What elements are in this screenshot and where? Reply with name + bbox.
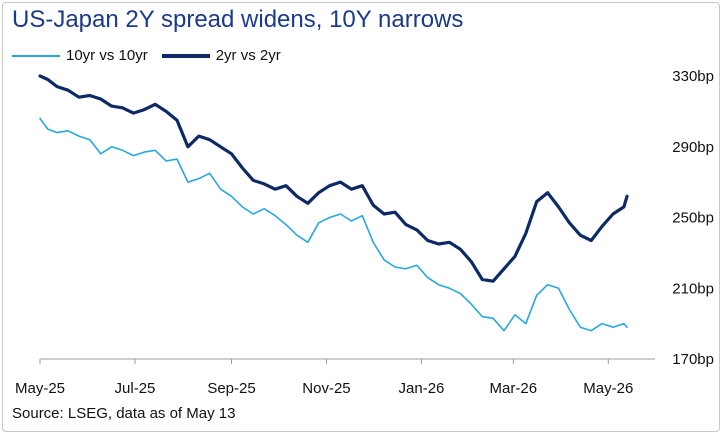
- x-ticks: May-25 Jul-25 Sep-25 Nov-25 Jan-26 Mar-26 May-…: [15, 359, 633, 397]
- legend-swatch-10yr: [12, 54, 60, 57]
- x-tick-label: May-26: [583, 380, 633, 397]
- x-tick-label: Jan-26: [399, 380, 445, 397]
- series-line-10yr: [39, 117, 628, 332]
- y-tick-label: 210bp: [672, 280, 714, 297]
- source-note: Source: LSEG, data as of May 13: [12, 405, 236, 422]
- y-ticks: 330bp 290bp 250bp 210bp 170bp: [672, 68, 714, 368]
- series-line-2yr: [38, 74, 629, 283]
- legend-item-10yr: 10yr vs 10yr: [12, 47, 148, 64]
- x-tick-label: Sep-25: [207, 380, 255, 397]
- x-tick-label: Mar-26: [490, 380, 538, 397]
- y-tick-label: 170bp: [672, 351, 714, 368]
- plot-lines: [38, 74, 629, 332]
- x-tick-label: Jul-25: [115, 380, 156, 397]
- legend-item-2yr: 2yr vs 2yr: [161, 47, 281, 64]
- legend: 10yr vs 10yr 2yr vs 2yr: [12, 47, 295, 64]
- y-tick-label: 290bp: [672, 139, 714, 156]
- legend-swatch-2yr: [161, 53, 210, 58]
- y-tick-label: 330bp: [672, 68, 714, 85]
- chart-title: US-Japan 2Y spread widens, 10Y narrows: [12, 6, 464, 33]
- chart-frame: [2, 2, 720, 432]
- y-tick-label: 250bp: [672, 210, 714, 227]
- x-tick-label: Nov-25: [302, 380, 350, 397]
- x-tick-label: May-25: [15, 380, 65, 397]
- legend-label-10yr: 10yr vs 10yr: [66, 47, 148, 64]
- legend-label-2yr: 2yr vs 2yr: [215, 47, 281, 64]
